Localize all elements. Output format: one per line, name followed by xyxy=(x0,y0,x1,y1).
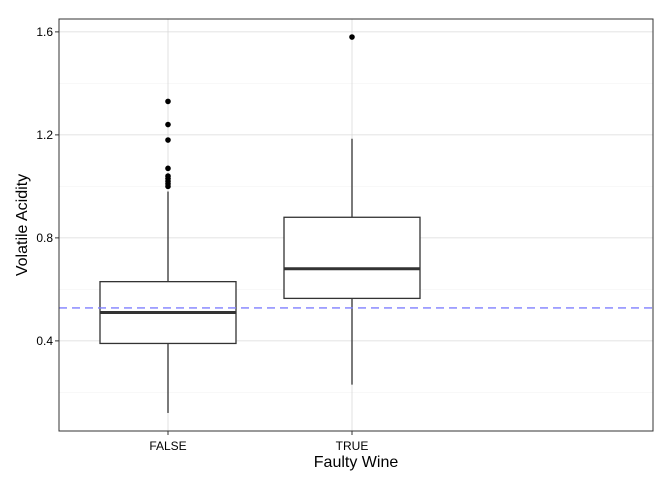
panel-border xyxy=(58,18,654,432)
y-tick-label: 1.2 xyxy=(36,128,53,142)
x-tick-label: TRUE xyxy=(336,439,369,453)
y-axis-title: Volatile Acidity xyxy=(14,174,31,276)
y-tick-label: 0.8 xyxy=(36,231,53,245)
outlier-point xyxy=(165,165,171,172)
boxplots xyxy=(99,34,421,413)
iqr-box xyxy=(283,216,421,300)
outlier-point xyxy=(165,137,171,143)
outlier-point xyxy=(165,173,171,179)
outlier-point xyxy=(165,121,171,128)
axes: 0.4 0.8 1.2 1.6 FALSE TRUE xyxy=(36,25,368,453)
outlier-point xyxy=(165,98,171,105)
y-tick-label: 0.4 xyxy=(36,334,53,348)
outlier-point xyxy=(349,34,355,40)
x-tick-label: FALSE xyxy=(149,439,186,453)
box-true xyxy=(283,34,421,385)
box-false xyxy=(99,98,237,413)
x-axis-title: Faulty Wine xyxy=(314,454,399,471)
y-tick-label: 1.6 xyxy=(36,25,53,39)
